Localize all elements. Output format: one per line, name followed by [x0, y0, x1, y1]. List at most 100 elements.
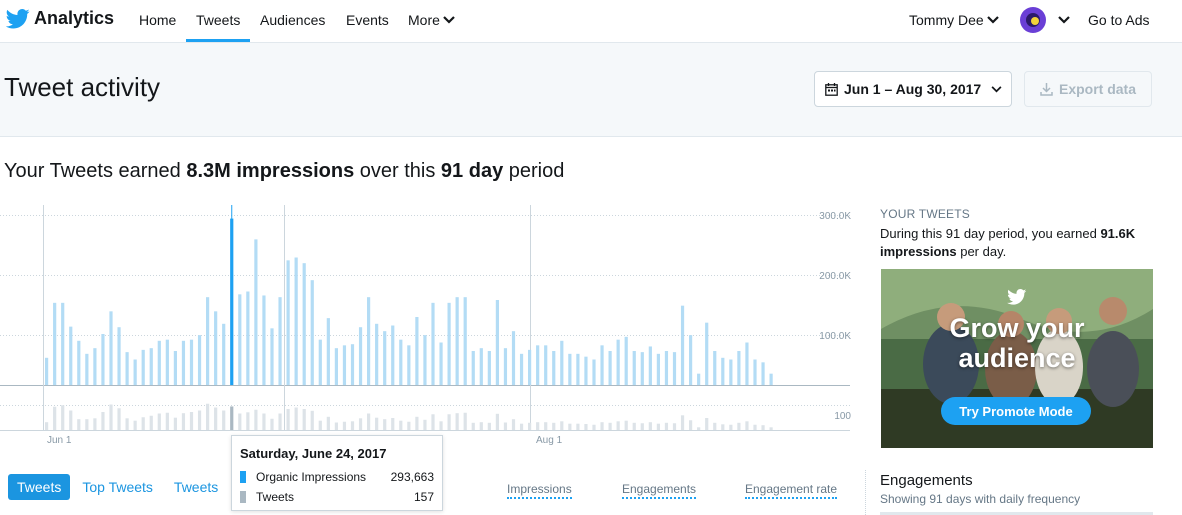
- impressions-bar: [197, 335, 202, 385]
- tweets-bar: [270, 418, 274, 430]
- impressions-bar: [318, 339, 322, 385]
- tweets-bar: [254, 409, 258, 430]
- tweets-bar: [423, 419, 427, 430]
- impressions-bar: [576, 353, 580, 385]
- chart-tooltip: Saturday, June 24, 2017 Organic Impressi…: [231, 435, 443, 511]
- nav-home[interactable]: Home: [139, 12, 177, 28]
- tweets-bar: [206, 403, 210, 430]
- tweets-bar: [584, 424, 588, 430]
- impressions-bar: [383, 331, 387, 385]
- tweets-bar: [246, 412, 250, 430]
- tooltip-row-impressions: Organic Impressions 293,663: [240, 467, 434, 487]
- impressions-bar: [206, 297, 210, 385]
- tweets-bar: [133, 420, 137, 430]
- tab-tweets-and-replies[interactable]: Tweets: [173, 479, 219, 495]
- tweets-bar: [528, 422, 532, 430]
- page-title: Tweet activity: [4, 72, 161, 102]
- account-switcher[interactable]: [1019, 6, 1070, 34]
- export-data-button[interactable]: Export data: [1024, 71, 1152, 107]
- promote-mode-banner[interactable]: Grow your audience Try Promote Mode: [881, 269, 1153, 448]
- tweets-bar: [262, 413, 266, 430]
- impressions-bar: [133, 359, 137, 385]
- tweets-bar: [648, 422, 652, 430]
- tooltip-date: Saturday, June 24, 2017: [240, 446, 387, 461]
- y-tick-label: 100: [834, 411, 851, 422]
- impressions-bar: [431, 302, 435, 385]
- impressions-bar: [713, 351, 717, 385]
- impressions-bar: [729, 359, 733, 385]
- metric-engagement-rate[interactable]: Engagement rate: [745, 482, 838, 499]
- impressions-bar: [350, 344, 355, 385]
- impressions-bar: [640, 352, 644, 385]
- nav-events[interactable]: Events: [346, 12, 389, 28]
- impressions-bar: [769, 373, 773, 385]
- tweets-bar: [608, 422, 612, 430]
- impressions-bar: [157, 340, 161, 385]
- tweets-bar: [624, 420, 628, 430]
- tab-top-tweets[interactable]: Top Tweets: [82, 479, 153, 495]
- impressions-bar: [238, 294, 242, 385]
- impressions-bar: [761, 362, 765, 385]
- impressions-bar: [286, 260, 290, 385]
- user-menu[interactable]: Tommy Dee: [909, 12, 999, 28]
- nav-more-label: More: [408, 12, 440, 28]
- tweets-bar: [471, 422, 475, 430]
- impressions-bar: [753, 359, 757, 385]
- tweets-bar: [705, 418, 709, 430]
- tweets-bar: [375, 417, 379, 430]
- impressions-chart[interactable]: 300.0K 200.0K 100.0K 100 Jun 1 Aug 1: [0, 200, 860, 450]
- impressions-bar: [479, 348, 483, 385]
- tab-tweets[interactable]: Tweets: [8, 474, 71, 500]
- export-data-label: Export data: [1058, 81, 1136, 97]
- tweets-bar: [85, 419, 89, 430]
- daily-impressions-text: During this 91 day period, you earned 91…: [880, 225, 1140, 261]
- impressions-bar: [656, 353, 660, 385]
- go-to-ads-link[interactable]: Go to Ads: [1088, 12, 1150, 28]
- tweets-bar: [479, 422, 483, 430]
- impressions-bar: [53, 302, 57, 385]
- tweets-bar: [519, 423, 524, 430]
- tweets-bar: [745, 421, 749, 430]
- impressions-bar: [173, 351, 177, 385]
- tweet-tabs: Tweets Top Tweets Tweets: [8, 474, 227, 500]
- impressions-bar: [423, 335, 427, 385]
- calendar-icon: [825, 82, 838, 96]
- impressions-bar: [45, 357, 49, 385]
- tweets-bar: [230, 406, 234, 430]
- nav-more[interactable]: More: [408, 12, 455, 28]
- impressions-bar: [69, 326, 73, 385]
- impressions-bar: [230, 218, 234, 385]
- try-promote-mode-button[interactable]: Try Promote Mode: [941, 397, 1091, 425]
- date-range-picker[interactable]: Jun 1 – Aug 30, 2017: [814, 71, 1012, 107]
- tweets-bar: [173, 417, 177, 430]
- tweets-bar: [367, 413, 371, 430]
- impressions-bar: [149, 348, 153, 385]
- nav-tweets[interactable]: Tweets: [186, 12, 251, 42]
- brand-label: Analytics: [34, 8, 115, 28]
- tweets-bar: [536, 422, 540, 430]
- nav-audiences[interactable]: Audiences: [260, 12, 326, 28]
- impressions-bar: [511, 331, 516, 385]
- chevron-down-icon: [1058, 16, 1070, 24]
- metric-impressions[interactable]: Impressions: [507, 482, 572, 499]
- summary-impressions: 8.3M impressions: [186, 160, 355, 182]
- tweets-bar: [729, 424, 733, 430]
- chevron-down-icon: [991, 85, 1002, 92]
- tweets-bar: [77, 419, 81, 430]
- impressions-bar: [584, 356, 588, 385]
- tweets-bar: [439, 421, 443, 430]
- tweets-bar: [447, 414, 451, 430]
- tweets-bar: [238, 413, 242, 430]
- analytics-logo[interactable]: Analytics: [6, 8, 114, 29]
- impressions-bar: [721, 357, 725, 385]
- metric-engagements[interactable]: Engagements: [622, 482, 697, 499]
- tweets-bar: [415, 416, 419, 430]
- tweets-bar: [342, 421, 347, 430]
- tweets-bar: [101, 412, 105, 430]
- tweets-bar: [45, 422, 49, 430]
- tweets-bar: [391, 418, 395, 430]
- x-tick-label: Aug 1: [536, 435, 563, 446]
- impressions-bar: [101, 334, 105, 385]
- impressions-bar: [608, 351, 612, 385]
- impressions-bar: [648, 346, 652, 385]
